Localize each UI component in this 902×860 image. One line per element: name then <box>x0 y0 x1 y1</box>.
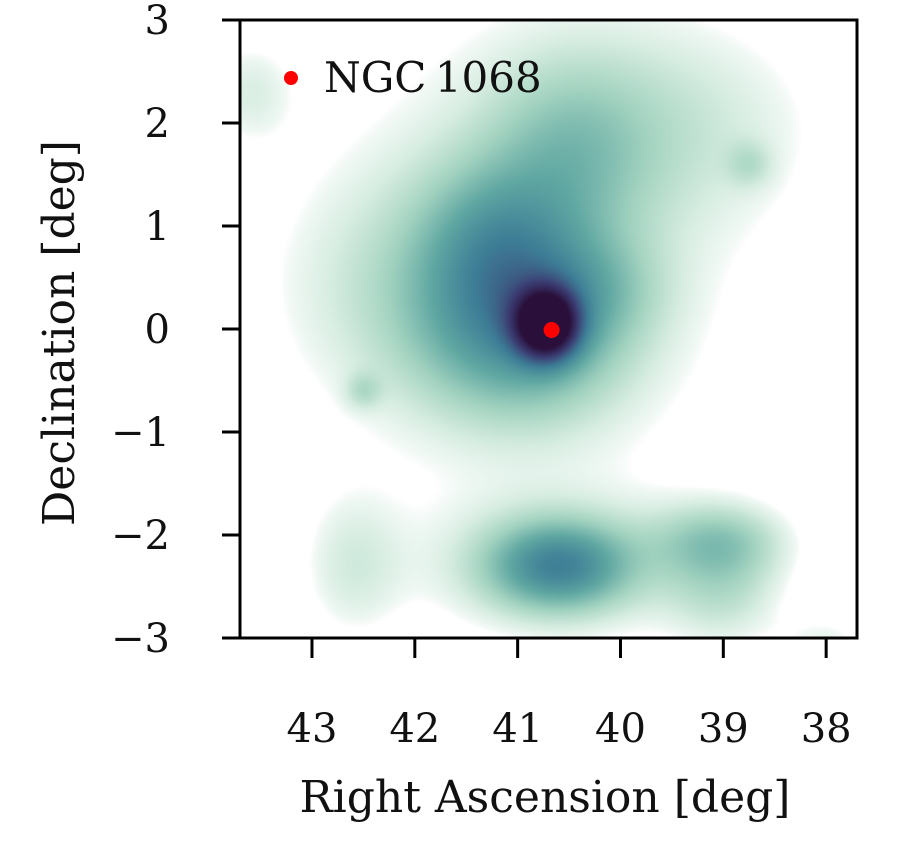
x-axis-title: Right Ascension [deg] <box>300 772 791 823</box>
x-axis-ticks: 43 42 41 40 39 38 <box>287 638 852 752</box>
y-tick-label: 2 <box>145 101 170 147</box>
x-tick-label: 43 <box>287 706 338 752</box>
y-tick-label: 1 <box>145 204 170 250</box>
legend-label: NGC 1068 <box>324 53 542 102</box>
y-axis-ticks: 3 2 1 0 −1 −2 −3 <box>111 0 240 662</box>
legend-marker-dot <box>284 71 298 85</box>
y-tick-label: −3 <box>111 616 170 662</box>
y-tick-label: 3 <box>145 0 170 44</box>
x-tick-label: 39 <box>698 706 749 752</box>
y-tick-label: 0 <box>145 307 170 353</box>
x-tick-label: 40 <box>595 706 646 752</box>
x-tick-label: 38 <box>801 706 852 752</box>
y-tick-label: −2 <box>111 513 170 559</box>
source-marker-0 <box>543 322 560 339</box>
y-axis-title: Declination [deg] <box>34 140 85 526</box>
x-tick-label: 41 <box>492 706 543 752</box>
y-tick-label: −1 <box>111 410 170 456</box>
markers-layer <box>543 322 560 339</box>
x-tick-label: 42 <box>389 706 440 752</box>
legend: NGC 1068 <box>284 53 542 102</box>
